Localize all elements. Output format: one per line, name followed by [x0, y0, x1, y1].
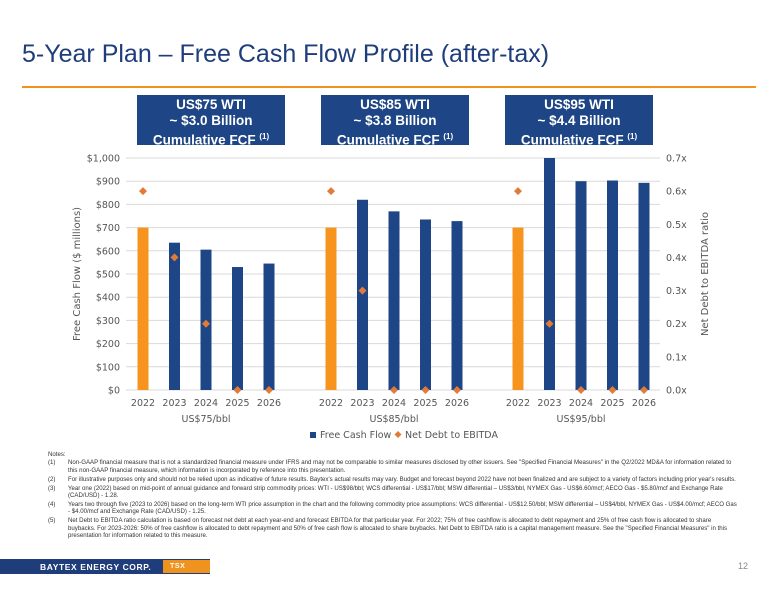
bar	[232, 267, 243, 390]
group-label: US$85/bbl	[369, 414, 418, 425]
y-tick-label: $200	[96, 339, 120, 350]
y2-tick-label: 0.4x	[666, 253, 687, 264]
y-tick-label: $300	[96, 316, 120, 327]
y2-tick-label: 0.7x	[666, 154, 687, 165]
x-tick-label: 2022	[131, 398, 155, 409]
callout-amount: ~ $3.8 Billion	[353, 113, 437, 128]
ratio-marker	[170, 253, 179, 262]
notes-heading: Notes:	[48, 451, 66, 458]
y-tick-label: $1,000	[87, 154, 120, 165]
footnotes: Notes: (1) Non-GAAP financial measure tha…	[48, 451, 740, 541]
callout-price: US$75 WTI	[176, 97, 246, 112]
footer-bar: BAYTEX ENERGY CORP. TSX BTE	[0, 559, 210, 583]
x-tick-label: 2024	[194, 398, 218, 409]
note-item: (5) Net Debt to EBITDA ratio calculation …	[48, 517, 728, 540]
note-item: (2) For illustrative purposes only and sh…	[48, 475, 736, 483]
ratio-marker	[421, 386, 430, 394]
note-item: (1) Non-GAAP financial measure that is no…	[48, 459, 732, 474]
title-divider	[22, 86, 756, 88]
legend-swatch-fcf	[310, 432, 316, 438]
page-number: 12	[738, 561, 749, 571]
y-tick-label: $0	[108, 386, 120, 397]
x-tick-label: 2023	[537, 398, 561, 409]
bar	[325, 227, 337, 390]
legend-label-ratio: Net Debt to EBITDA	[405, 430, 498, 441]
ratio-marker	[608, 386, 617, 394]
ratio-marker	[202, 319, 210, 328]
bar	[420, 219, 431, 390]
callout-price: US$95 WTI	[544, 97, 614, 112]
bar	[263, 263, 275, 390]
bar	[575, 181, 587, 390]
x-tick-label: 2024	[382, 398, 406, 409]
y2-tick-label: 0.1x	[666, 352, 687, 363]
ratio-marker	[545, 319, 554, 328]
x-tick-label: 2025	[600, 398, 624, 409]
note-item: (4) Years two through five (2023 to 2026)…	[48, 500, 737, 516]
ratio-marker	[640, 386, 648, 394]
note-item: (3) Year one (2022) based on mid-point of…	[48, 484, 723, 500]
callout-amount: ~ $3.0 Billion	[169, 113, 253, 128]
bar	[607, 180, 618, 390]
callout-price: US$85 WTI	[360, 97, 430, 112]
y-tick-label: $600	[96, 246, 120, 257]
y-tick-label: $700	[96, 223, 120, 234]
fcf-chart: $0 $100 $200 $300 $400 $500 $600 $700 $800 $900 $1…	[72, 154, 711, 442]
ratio-marker	[453, 386, 461, 394]
y2-tick-label: 0.5x	[666, 220, 687, 231]
y-tick-label: $900	[96, 177, 120, 188]
callout-caption: Cumulative FCF (1)	[152, 132, 270, 148]
bar	[451, 221, 463, 390]
y-tick-label: $500	[96, 270, 120, 281]
y-tick-label: $800	[96, 200, 120, 211]
ratio-marker	[265, 386, 273, 394]
ratio-marker	[233, 386, 242, 394]
callout-us75: US$75 WTI ~ $3.0 Billion Cumulative FCF …	[137, 95, 285, 148]
y2-tick-label: 0.0x	[666, 386, 687, 397]
ratio-marker	[514, 187, 522, 196]
group-label: US$75/bbl	[181, 414, 230, 425]
legend-label-fcf: Free Cash Flow	[320, 430, 392, 441]
x-tick-label: 2022	[506, 398, 530, 409]
ratio-marker	[139, 187, 147, 196]
x-tick-label: 2025	[413, 398, 437, 409]
ratio-marker	[390, 386, 398, 394]
ticker-badge: TSX BTE	[163, 560, 210, 583]
x-tick-label: 2026	[257, 398, 281, 409]
bar	[137, 227, 149, 390]
group-label: US$95/bbl	[556, 414, 605, 425]
y-axis-label: Free Cash Flow ($ millions)	[72, 207, 83, 341]
x-tick-label: 2026	[445, 398, 469, 409]
callout-us95: US$95 WTI ~ $4.4 Billion Cumulative FCF …	[505, 95, 653, 148]
callout-caption: Cumulative FCF (1)	[520, 132, 638, 148]
y-tick-label: $400	[96, 293, 120, 304]
x-tick-label: 2026	[632, 398, 656, 409]
ratio-marker	[327, 187, 335, 196]
bar	[638, 182, 650, 390]
bar	[169, 242, 180, 390]
bar	[357, 199, 368, 390]
y2-tick-label: 0.6x	[666, 187, 687, 198]
bar	[512, 227, 524, 390]
callout-caption: Cumulative FCF (1)	[336, 132, 454, 148]
y2-tick-label: 0.3x	[666, 286, 687, 297]
x-tick-label: 2024	[569, 398, 593, 409]
y2-axis-label: Net Debt to EBITDA ratio	[700, 212, 711, 336]
bar	[544, 158, 555, 390]
x-tick-label: 2025	[225, 398, 249, 409]
bar	[388, 211, 400, 390]
callout-us85: US$85 WTI ~ $3.8 Billion Cumulative FCF …	[321, 95, 469, 148]
ratio-marker	[577, 386, 585, 394]
x-tick-label: 2023	[162, 398, 186, 409]
ratio-marker	[358, 286, 367, 295]
y-tick-label: $100	[96, 362, 120, 373]
x-tick-label: 2022	[319, 398, 343, 409]
x-tick-label: 2023	[350, 398, 374, 409]
company-logo: BAYTEX ENERGY CORP.	[40, 562, 152, 572]
page-title: 5-Year Plan – Free Cash Flow Profile (af…	[22, 40, 550, 68]
y2-tick-label: 0.2x	[666, 319, 687, 330]
callout-amount: ~ $4.4 Billion	[537, 113, 621, 128]
legend-swatch-ratio	[394, 431, 402, 438]
